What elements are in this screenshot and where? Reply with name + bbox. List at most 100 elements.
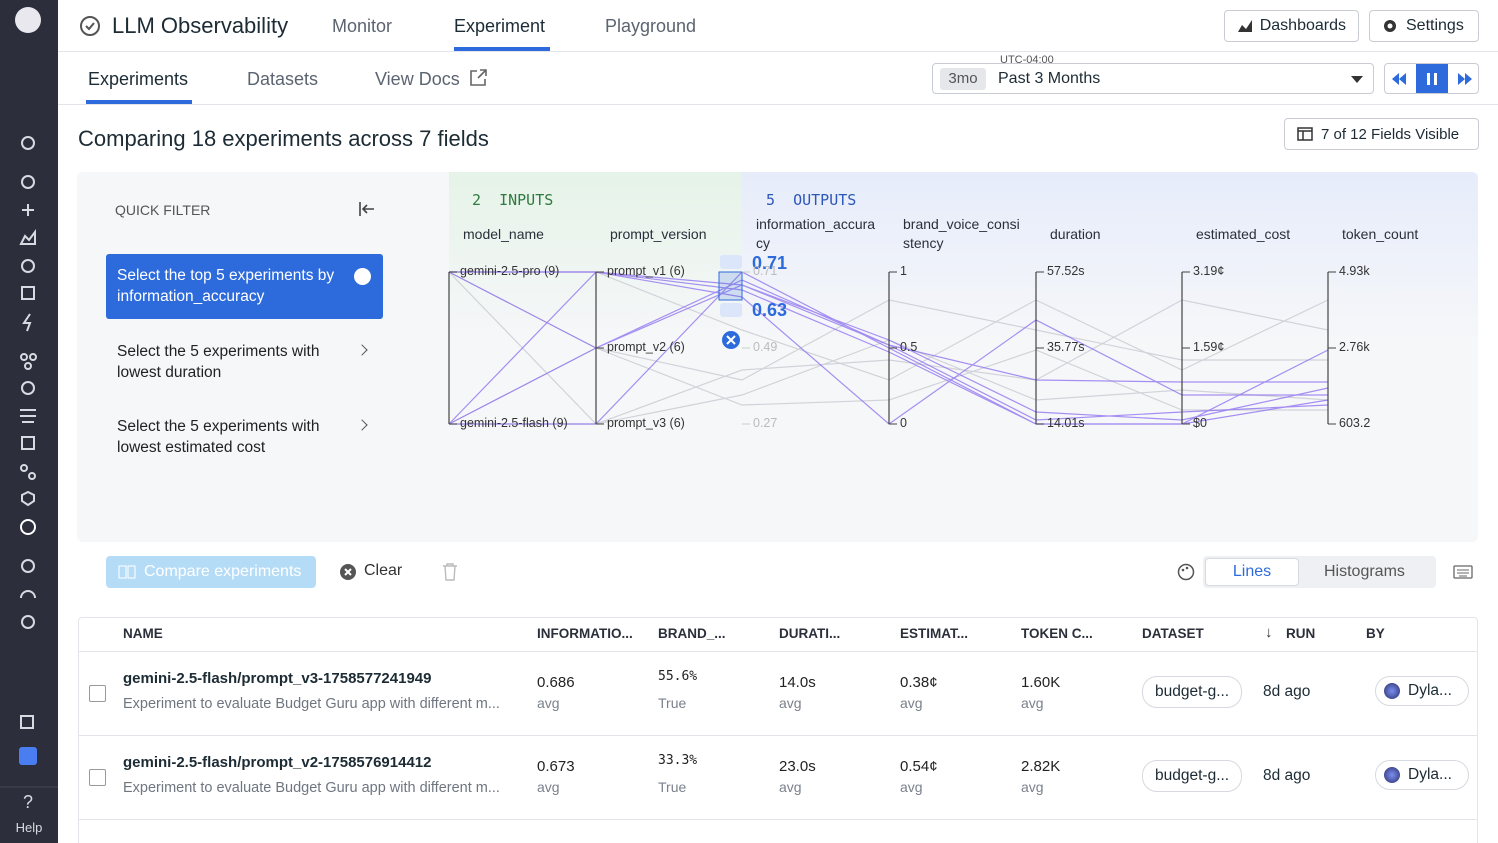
button-label: Settings bbox=[1406, 17, 1464, 34]
cell-subtext: avg bbox=[779, 695, 802, 711]
app-title: LLM Observability bbox=[112, 13, 289, 38]
table-row-partial[interactable] bbox=[79, 819, 1477, 843]
subnav-border bbox=[58, 104, 1498, 105]
brush-handle[interactable] bbox=[720, 303, 742, 317]
experiment-name[interactable]: gemini-2.5-flash/prompt_v3-1758577241949 bbox=[123, 670, 432, 687]
brush-handle[interactable] bbox=[720, 255, 742, 269]
cell-subtext: avg bbox=[900, 695, 923, 711]
fields-visible-button[interactable]: 7 of 12 Fields Visible bbox=[1284, 118, 1479, 150]
brush-selection[interactable] bbox=[718, 271, 743, 301]
axis-tick-label: prompt_v3 (6) bbox=[607, 416, 685, 430]
experiment-description: Experiment to evaluate Budget Guru app w… bbox=[123, 780, 500, 796]
subnav-tab[interactable]: Datasets bbox=[247, 69, 319, 89]
row-checkbox[interactable] bbox=[89, 769, 106, 786]
axis-tick-label: 3.19¢ bbox=[1193, 264, 1225, 278]
column-header[interactable]: BRAND_... bbox=[658, 626, 726, 641]
cell-value: 23.0s bbox=[779, 758, 816, 775]
axis-tick-label: 14.01s bbox=[1047, 416, 1085, 430]
option-remove bbox=[354, 268, 371, 285]
nav-tab[interactable]: Playground bbox=[605, 16, 697, 36]
playback-controls[interactable] bbox=[1384, 63, 1479, 94]
cell-value: 2.82K bbox=[1021, 758, 1061, 775]
nav-tab-active[interactable]: Experiment bbox=[454, 16, 546, 36]
column-header[interactable]: ESTIMAT... bbox=[900, 626, 969, 641]
inputs-label: 2 INPUTS bbox=[472, 191, 554, 209]
user-pill[interactable]: Dyla... bbox=[1375, 760, 1469, 790]
brush-low: 0.63 bbox=[752, 300, 788, 320]
collapse-icon[interactable] bbox=[358, 201, 376, 217]
cell-value: 33.3% bbox=[658, 753, 698, 768]
axis-name: token_count bbox=[1342, 226, 1419, 242]
user-avatar bbox=[1384, 767, 1400, 783]
clear-button[interactable]: Clear bbox=[364, 562, 403, 579]
svg-text:?: ? bbox=[23, 792, 33, 812]
column-header[interactable]: TOKEN C... bbox=[1021, 626, 1093, 641]
nav-tab[interactable]: Monitor bbox=[332, 16, 393, 36]
button-label: Dashboards bbox=[1259, 17, 1346, 34]
view-option[interactable]: Histograms bbox=[1324, 563, 1405, 580]
dataset-pill[interactable]: budget-g... bbox=[1142, 676, 1243, 708]
axis-tick-label: $0 bbox=[1193, 416, 1207, 430]
user-pill[interactable]: Dyla... bbox=[1375, 676, 1469, 706]
axis-tick-label: 4.93k bbox=[1339, 264, 1370, 278]
palette-icon[interactable] bbox=[1177, 563, 1195, 581]
axis-name: prompt_version bbox=[610, 226, 707, 242]
help-label[interactable]: Help bbox=[15, 820, 43, 835]
axis-name: information_accuracy bbox=[756, 216, 876, 251]
view-toggle: Lines Histograms bbox=[1203, 556, 1436, 588]
columns-icon bbox=[1297, 127, 1313, 141]
subnav-tab-active[interactable]: Experiments bbox=[88, 69, 189, 89]
range-badge: 3mo bbox=[940, 68, 986, 90]
axis-tick-label: 35.77s bbox=[1047, 340, 1085, 354]
experiment-description: Experiment to evaluate Budget Guru app w… bbox=[123, 696, 500, 712]
column-header[interactable]: DATASET bbox=[1142, 626, 1204, 641]
keyboard-icon[interactable] bbox=[1453, 565, 1473, 579]
column-header[interactable]: INFORMATIO... bbox=[537, 626, 633, 641]
cell-value: 0.686 bbox=[537, 674, 575, 691]
cell-subtext: True bbox=[658, 695, 687, 711]
column-header[interactable]: NAME bbox=[123, 626, 163, 641]
table-row[interactable]: gemini-2.5-flash/prompt_v2-1758576914412… bbox=[79, 735, 1477, 820]
axis-tick-label: 1.59¢ bbox=[1193, 340, 1225, 354]
outputs-label: 5 OUTPUTS bbox=[766, 191, 857, 209]
page-heading: Comparing 18 experiments across 7 fields bbox=[78, 126, 489, 151]
cell-subtext: avg bbox=[1021, 695, 1044, 711]
axis-name: model_name bbox=[463, 226, 544, 242]
cell-value: 14.0s bbox=[779, 674, 816, 691]
axis-tick-label: 603.2 bbox=[1339, 416, 1371, 430]
cell-subtext: avg bbox=[537, 779, 560, 795]
cell-value: 55.6% bbox=[658, 669, 698, 684]
sort-arrow: ↓ bbox=[1265, 624, 1273, 641]
cell-subtext: avg bbox=[1021, 779, 1044, 795]
option-label: Select the top 5 experiments by informat… bbox=[117, 267, 335, 305]
quick-filter-option-selected[interactable]: Select the top 5 experiments by informat… bbox=[106, 254, 383, 319]
cell-subtext: avg bbox=[900, 779, 923, 795]
cell-subtext: avg bbox=[779, 779, 802, 795]
cell-value: 0.38¢ bbox=[900, 674, 938, 691]
experiment-name[interactable]: gemini-2.5-flash/prompt_v2-1758576914412 bbox=[123, 754, 432, 771]
run-time: 8d ago bbox=[1263, 767, 1311, 784]
column-header[interactable]: RUN bbox=[1286, 626, 1316, 641]
compare-button[interactable]: Compare experiments bbox=[106, 556, 316, 588]
cell-value: 0.673 bbox=[537, 758, 575, 775]
user-name: Dyla... bbox=[1408, 766, 1452, 783]
axis-name: estimated_cost bbox=[1196, 226, 1291, 242]
axis-tick-label: gemini-2.5-pro (9) bbox=[460, 264, 560, 278]
subnav-tab[interactable]: View Docs bbox=[375, 69, 460, 89]
user-avatar bbox=[1384, 683, 1400, 699]
quick-filter-option[interactable]: Select the 5 experiments with lowest est… bbox=[106, 415, 383, 459]
cell-value: 1.60K bbox=[1021, 674, 1061, 691]
dropdown-caret bbox=[1351, 76, 1363, 83]
column-header[interactable]: DURATI... bbox=[779, 626, 841, 641]
button-label: Compare experiments bbox=[144, 563, 302, 580]
column-header[interactable]: BY bbox=[1366, 626, 1385, 641]
delete-icon[interactable] bbox=[442, 563, 458, 581]
settings-button[interactable]: Settings bbox=[1369, 10, 1479, 42]
row-checkbox[interactable] bbox=[89, 685, 106, 702]
quick-filter-option[interactable]: Select the 5 experiments with lowest dur… bbox=[106, 340, 383, 384]
view-option-active[interactable]: Lines bbox=[1205, 558, 1299, 586]
table-row[interactable]: gemini-2.5-flash/prompt_v3-1758577241949… bbox=[79, 651, 1477, 736]
dashboards-button[interactable]: Dashboards bbox=[1224, 10, 1359, 42]
dataset-pill[interactable]: budget-g... bbox=[1142, 760, 1243, 792]
time-range-picker[interactable]: 3mo Past 3 Months bbox=[932, 63, 1374, 94]
